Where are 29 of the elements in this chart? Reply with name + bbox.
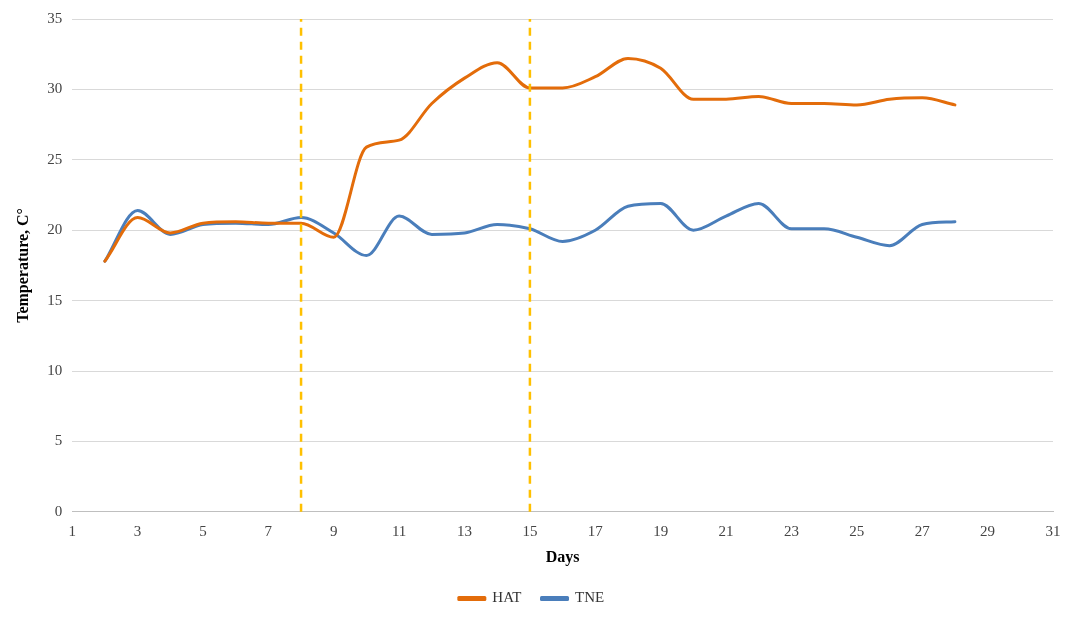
x-axis-title: Days bbox=[545, 547, 580, 566]
x-tick-label: 11 bbox=[391, 522, 407, 539]
x-tick-label: 19 bbox=[653, 522, 669, 539]
x-tick-label: 25 bbox=[849, 522, 865, 539]
x-tick-label: 3 bbox=[133, 522, 142, 539]
legend-label: HAT bbox=[492, 589, 522, 606]
x-tick-label: 27 bbox=[914, 522, 931, 539]
y-tick-label: 20 bbox=[47, 221, 63, 238]
y-tick-label: 5 bbox=[54, 432, 63, 449]
x-tick-label: 21 bbox=[718, 522, 734, 539]
y-tick-label: 10 bbox=[47, 361, 63, 378]
x-tick-label: 23 bbox=[783, 522, 799, 539]
y-tick-label: 35 bbox=[47, 9, 63, 26]
x-tick-label: 9 bbox=[330, 522, 338, 539]
y-axis-title: Temperature, C° bbox=[13, 207, 32, 323]
line-series bbox=[103, 56, 957, 263]
x-tick-label: 1 bbox=[68, 522, 76, 539]
x-tick-label: 31 bbox=[1045, 522, 1061, 539]
y-tick-label: 0 bbox=[54, 502, 63, 519]
x-tick-label: 13 bbox=[457, 522, 473, 539]
x-tick-label: 29 bbox=[980, 522, 996, 539]
x-tick-label: 7 bbox=[264, 522, 273, 539]
x-tick-label: 17 bbox=[587, 522, 604, 539]
x-tick-label: 5 bbox=[199, 522, 207, 539]
legend-label: TNE bbox=[575, 589, 605, 606]
y-tick-label: 15 bbox=[47, 291, 63, 308]
y-tick-label: 25 bbox=[47, 150, 63, 167]
x-tick-label: 15 bbox=[522, 522, 538, 539]
y-tick-label: 30 bbox=[47, 80, 63, 97]
